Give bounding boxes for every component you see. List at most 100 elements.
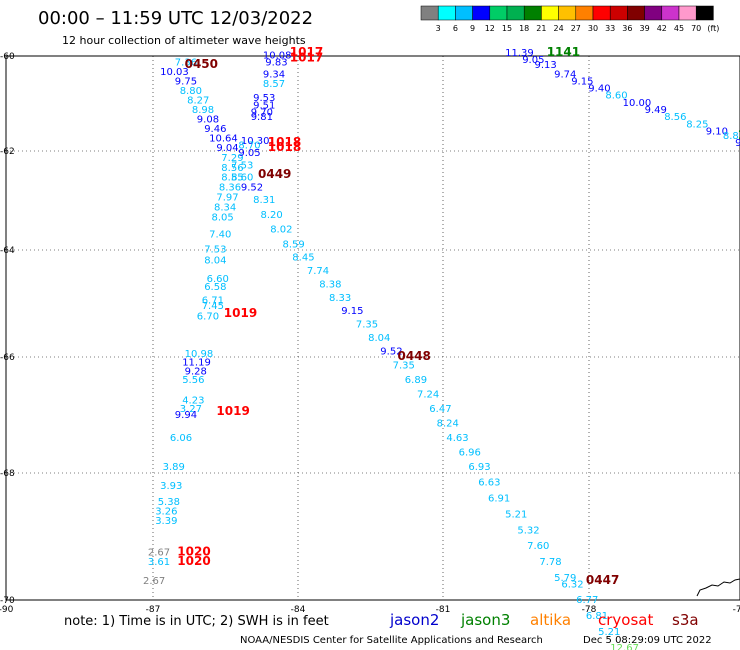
wave-height-point: 2.67 — [148, 548, 170, 559]
wave-height-point: 9.34 — [263, 69, 285, 80]
wave-height-point: 5.21 — [598, 627, 620, 638]
wave-height-point: 2.67 — [143, 576, 165, 587]
wave-height-point: 9.52 — [380, 346, 402, 357]
legend-label: 39 — [640, 24, 650, 33]
wave-height-point: 9.70 — [251, 107, 273, 118]
legend-label: 36 — [622, 24, 632, 33]
wave-height-point: 9.08 — [197, 115, 219, 126]
wave-height-point: 10.98 — [185, 349, 214, 360]
wave-height-point: 3.26 — [155, 506, 177, 517]
wave-height-point: 5.21 — [505, 510, 527, 521]
wave-height-point: 8.24 — [437, 419, 459, 430]
legend-label: 45 — [674, 24, 684, 33]
wave-height-point: 8.45 — [292, 253, 314, 264]
legend-swatch — [592, 5, 611, 21]
wave-height-point: 9.74 — [554, 69, 576, 80]
legend-label: 12 — [485, 24, 495, 33]
legend-swatch — [472, 5, 491, 21]
wave-height-point: 7.53 — [231, 160, 253, 171]
legend-swatch — [420, 5, 439, 21]
pass-time-label: 1019 — [216, 404, 249, 418]
generated-timestamp: Dec 5 08:29:09 UTC 2022 — [583, 635, 712, 646]
legend-swatch — [506, 5, 525, 21]
wave-height-point: 9.15 — [341, 306, 363, 317]
pass-time-label: 1020 — [177, 545, 210, 559]
wave-height-point: 6.60 — [207, 274, 229, 285]
legend-swatch — [558, 5, 577, 21]
y-tick-label: -60 — [0, 52, 15, 62]
legend-label: 70 — [691, 24, 701, 33]
wave-height-point: 8.33 — [329, 293, 351, 304]
wave-height-point: 8.56 — [221, 163, 243, 174]
pass-time-label: 1017 — [290, 45, 323, 59]
wave-height-point: 6.06 — [170, 433, 192, 444]
pass-time-label: 0448 — [398, 349, 431, 363]
wave-height-point: 7.40 — [209, 230, 231, 241]
wave-height-point: 3.39 — [155, 516, 177, 527]
pass-time-label: 1019 — [224, 306, 257, 320]
wave-height-point: 9.81 — [251, 112, 273, 123]
wave-height-point: 6.81 — [586, 611, 608, 622]
y-tick-label: -66 — [0, 353, 15, 363]
wave-height-point: 7.53 — [204, 245, 226, 256]
wave-height-point: 3.61 — [148, 557, 170, 568]
wave-height-point: 8.56 — [664, 112, 686, 123]
legend-label: 24 — [554, 24, 564, 33]
wave-height-point: 9.46 — [204, 124, 226, 135]
wave-height-point: 8.8 — [723, 131, 739, 142]
wave-height-point: 9.52 — [241, 183, 263, 194]
wave-height-point: 5.38 — [158, 497, 180, 508]
wave-height-point: 8.60 — [231, 173, 253, 184]
legend-label: 6 — [453, 24, 458, 33]
wave-height-point: 8.57 — [263, 79, 285, 90]
legend-swatch — [627, 5, 645, 21]
wave-height-point: 9.75 — [175, 77, 197, 88]
wave-height-point: 9 — [735, 138, 740, 149]
satellite-legend: jason2 jason3 altika cryosat s3a — [389, 611, 699, 629]
legend-swatch — [437, 5, 456, 21]
pass-time-label: 1017 — [290, 51, 323, 65]
wave-height-point: 8.55 — [221, 173, 243, 184]
wave-height-point: 5.56 — [182, 375, 204, 386]
legend-swatch — [541, 5, 559, 21]
wave-height-point: 7.45 — [202, 301, 224, 312]
x-tick-label: -90 — [0, 605, 14, 615]
wave-height-point: 7.29 — [221, 153, 243, 164]
y-tick-label: -64 — [0, 246, 15, 256]
wave-height-point: 6.58 — [204, 282, 226, 293]
wave-height-point: 7.36 — [175, 58, 197, 69]
pass-time-label: 0449 — [258, 167, 291, 181]
legend-swatch — [609, 5, 628, 21]
grid-lines — [6, 56, 740, 600]
x-tick-label: -87 — [146, 605, 161, 615]
x-tick-label: -78 — [582, 605, 597, 615]
wave-height-point: 9.15 — [571, 77, 593, 88]
wave-height-point: 9.94 — [175, 410, 197, 421]
legend-swatch — [523, 5, 542, 21]
wave-height-point: 6.63 — [478, 478, 500, 489]
wave-height-point: 3.93 — [160, 481, 182, 492]
wave-height-point: 7.35 — [393, 361, 415, 372]
legend-label: 27 — [571, 24, 581, 33]
pass-time-label: 0450 — [185, 57, 218, 71]
wave-height-point: 8.02 — [270, 225, 292, 236]
wave-height-point: 8.70 — [238, 141, 260, 152]
pass-time-label: 1018 — [268, 140, 301, 154]
wave-height-point: 6.47 — [429, 404, 451, 415]
wave-height-point: 10.08 — [263, 50, 292, 61]
wave-height-point: 10.30 — [241, 136, 270, 147]
wave-height-point: 11.39 — [505, 48, 534, 59]
satellite-jason2: jason2 — [389, 611, 439, 629]
wave-height-point: 8.04 — [368, 333, 390, 344]
wave-height-point: 9.40 — [588, 84, 610, 95]
wave-height-point: 12.67 — [610, 643, 639, 650]
pass-time-label: 1018 — [268, 135, 301, 149]
satellite-s3a: s3a — [672, 611, 699, 629]
wave-height-point: 6.96 — [459, 448, 481, 459]
wave-height-point: 6.89 — [405, 375, 427, 386]
wave-height-point: 5.32 — [517, 525, 539, 536]
satellite-cryosat: cryosat — [598, 611, 653, 629]
legend-swatch — [489, 5, 508, 21]
wave-height-point: 6.93 — [468, 462, 490, 473]
wave-height-point: 8.36 — [219, 183, 241, 194]
